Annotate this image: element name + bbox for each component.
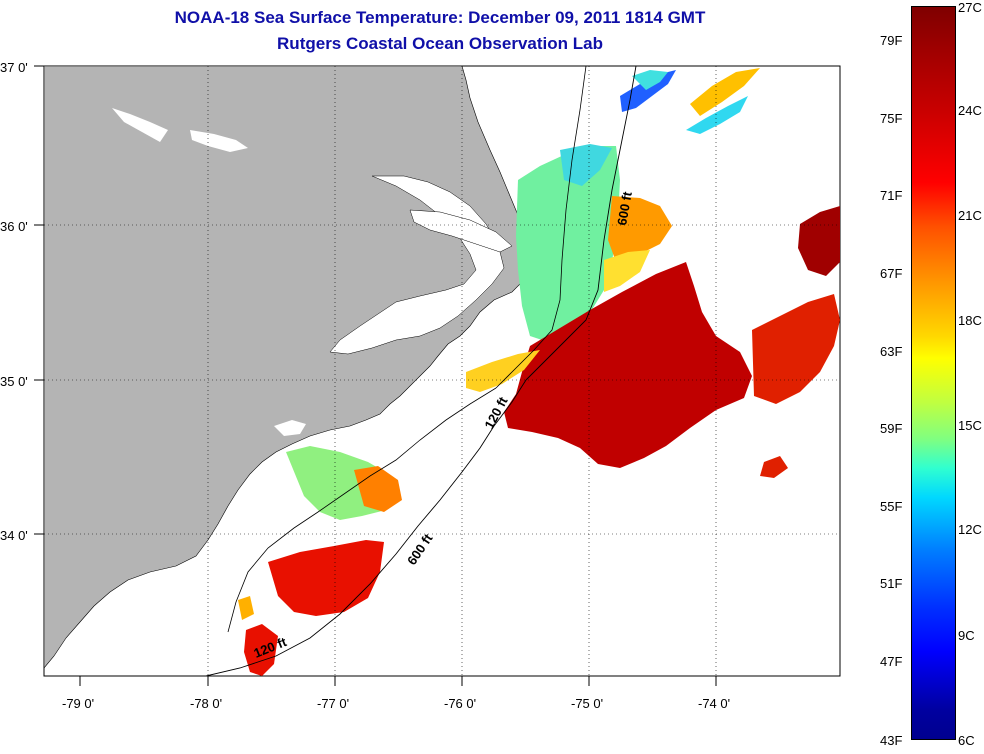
colorbar-label-c: 21C — [958, 208, 982, 223]
contour-600ft-north — [525, 66, 637, 381]
temperature-colorbar — [911, 6, 956, 740]
lat-tick-label: 35 0' — [0, 374, 28, 389]
sst-patch-orange-southwest — [238, 596, 254, 620]
lat-tick-label: 36 0' — [0, 219, 28, 234]
sst-patch-darkred-east — [798, 206, 840, 276]
contour-600ft-south — [205, 379, 527, 676]
sst-patch-cyan-north — [632, 70, 668, 90]
colorbar-label-f: 43F — [880, 733, 903, 748]
sst-patch-yellow-shelf — [604, 250, 650, 292]
colorbar-label-c: 15C — [958, 418, 982, 433]
sst-patch-red-southwest — [244, 624, 278, 676]
lon-tick-label: -77 0' — [317, 696, 349, 711]
graticule — [44, 66, 840, 676]
colorbar-label-c: 12C — [958, 522, 982, 537]
sst-patch-gulfstream — [504, 262, 752, 468]
contour-120ft-south — [227, 387, 497, 633]
colorbar-label-c: 9C — [958, 628, 975, 643]
sst-patch-red-east — [752, 294, 840, 404]
colorbar-label-f: 71F — [880, 188, 903, 203]
map-subtitle: Rutgers Coastal Ocean Observation Lab — [277, 34, 603, 53]
lat-tick-label: 37 0' — [0, 60, 28, 75]
sst-patch-yellow-hatteras — [466, 350, 540, 392]
lon-tick-label: -74 0' — [698, 696, 730, 711]
sst-patch-red-onslow — [268, 540, 384, 616]
sst-patch-yellow-ne — [690, 68, 760, 116]
colorbar-label-f: 59F — [880, 421, 903, 436]
colorbar-label-c: 24C — [958, 103, 982, 118]
contour-120ft-north — [495, 66, 587, 389]
colorbar-label-f: 79F — [880, 33, 903, 48]
coastal-creek — [274, 420, 306, 436]
lon-tick-label: -75 0' — [571, 696, 603, 711]
colorbar-label-f: 51F — [880, 576, 903, 591]
sst-patch-orange-shelf — [608, 196, 672, 262]
colorbar-label-f: 75F — [880, 111, 903, 126]
albemarle-sound — [409, 209, 513, 253]
inland-lake-1 — [112, 108, 168, 142]
map-title: NOAA-18 Sea Surface Temperature: Decembe… — [174, 8, 706, 27]
sst-patch-red-small-east — [760, 456, 788, 478]
lon-tick-label: -79 0' — [62, 696, 94, 711]
colorbar-label-f: 67F — [880, 266, 903, 281]
colorbar-label-f: 63F — [880, 344, 903, 359]
colorbar-label-c: 6C — [958, 733, 975, 748]
lat-tick-label: 34 0' — [0, 528, 28, 543]
contour-label-600-north: 600 ft — [614, 190, 635, 227]
sst-patch-shelf-green — [516, 146, 620, 342]
colorbar-label-f: 55F — [880, 499, 903, 514]
colorbar-label-c: 27C — [958, 0, 982, 15]
axis-ticks — [34, 65, 717, 686]
colorbar-label-c: 18C — [958, 313, 982, 328]
lon-tick-label: -78 0' — [190, 696, 222, 711]
colorbar-label-f: 47F — [880, 654, 903, 669]
sst-patch-orange-raleigh — [354, 466, 402, 512]
lon-tick-label: -76 0' — [444, 696, 476, 711]
inland-lake-2 — [190, 130, 248, 152]
sst-patch-cold-north — [620, 70, 676, 112]
sst-patch-cyan-ne — [686, 96, 748, 134]
